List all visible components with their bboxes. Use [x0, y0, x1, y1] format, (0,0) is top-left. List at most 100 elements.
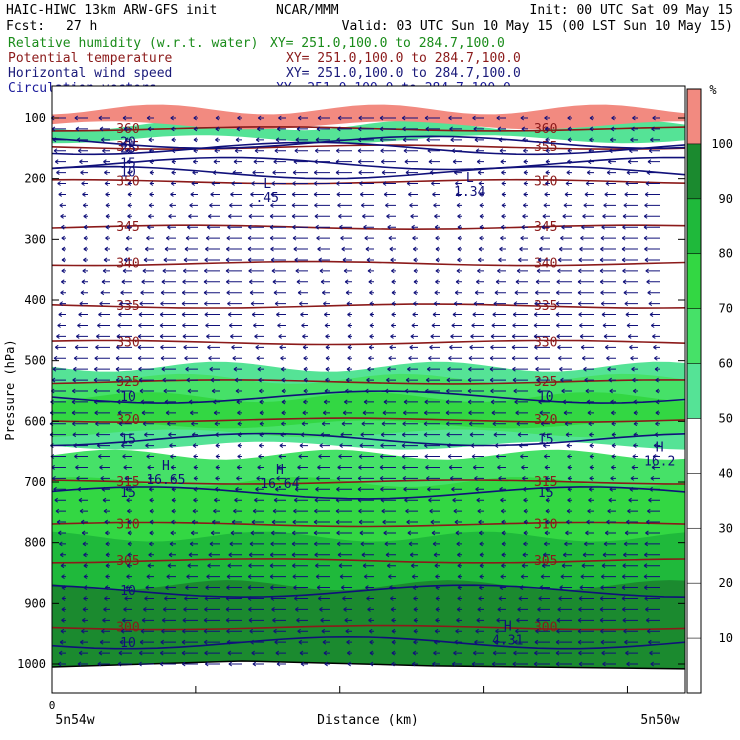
circulation-vector — [401, 454, 418, 459]
circulation-vector — [625, 519, 638, 525]
circulation-vector — [523, 519, 528, 525]
circulation-vector — [426, 366, 440, 372]
circulation-vector — [105, 541, 110, 547]
circulation-vector — [296, 475, 308, 481]
circulation-vector — [170, 454, 176, 459]
circulation-vector — [381, 421, 396, 427]
circulation-vector — [259, 410, 264, 416]
circulation-vector — [561, 563, 572, 569]
circulation-vector — [300, 432, 308, 438]
circulation-vector — [423, 410, 440, 416]
circulation-vector — [315, 224, 330, 230]
circulation-vector — [162, 268, 176, 274]
org-label: NCAR/MMM — [276, 3, 339, 18]
circulation-vector — [490, 344, 506, 350]
circulation-vector — [138, 323, 154, 328]
circulation-vector — [622, 606, 638, 612]
circulation-vector — [215, 454, 220, 459]
circulation-vector — [600, 574, 616, 580]
circulation-vector — [499, 148, 506, 154]
circulation-vector — [600, 246, 616, 252]
circulation-vector — [335, 519, 352, 525]
circulation-vector — [116, 333, 132, 339]
circulation-vector — [435, 606, 440, 612]
circulation-vector — [587, 508, 594, 514]
circulation-vector — [427, 148, 440, 154]
circulation-vector — [432, 312, 440, 317]
circulation-vector — [520, 115, 528, 121]
circulation-vector — [250, 192, 264, 197]
circulation-vector — [429, 170, 440, 176]
circulation-vector — [254, 497, 264, 503]
circulation-vector — [320, 279, 330, 285]
circulation-vector — [105, 224, 110, 230]
circulation-vector — [516, 617, 528, 623]
circulation-vector — [430, 333, 440, 339]
circulation-vector — [645, 268, 660, 274]
circulation-vector — [76, 475, 88, 481]
circulation-vector — [623, 202, 638, 208]
circulation-vector — [102, 617, 110, 623]
circulation-vector — [432, 541, 440, 547]
circulation-vector — [405, 508, 418, 514]
circulation-vector — [93, 399, 110, 405]
circulation-vector — [122, 115, 132, 121]
circulation-vector — [479, 192, 484, 197]
circulation-vector — [555, 639, 572, 645]
circulation-vector — [413, 628, 418, 634]
circulation-vector — [54, 344, 66, 350]
circulation-vector — [99, 126, 110, 132]
circulation-vector — [105, 530, 110, 536]
circulation-vector — [623, 541, 638, 547]
circulation-vector — [336, 541, 352, 547]
x-left-location: 5n54w — [55, 713, 94, 728]
circulation-vector — [212, 399, 220, 405]
circulation-vector — [295, 268, 308, 274]
circulation-vector — [100, 475, 110, 481]
circulation-vector — [138, 377, 154, 383]
circulation-vector — [141, 617, 154, 623]
circulation-vector — [138, 312, 154, 317]
circulation-vector — [455, 181, 462, 186]
circulation-vector — [206, 224, 220, 230]
circulation-vector — [625, 312, 638, 317]
circulation-vector — [498, 596, 506, 601]
circulation-vector — [142, 268, 154, 274]
circulation-vector — [293, 246, 308, 252]
circulation-vector — [343, 399, 352, 405]
circulation-vector — [369, 650, 374, 656]
circulation-vector — [457, 574, 462, 580]
circulation-vector — [293, 508, 308, 514]
circulation-vector — [105, 202, 110, 208]
circulation-vector — [123, 126, 132, 132]
circulation-vector — [516, 421, 528, 427]
wind-contour-label: 15 — [538, 486, 554, 501]
circulation-vector — [434, 290, 440, 296]
circulation-vector — [435, 617, 440, 623]
circulation-vector — [501, 170, 506, 176]
circulation-vector — [567, 148, 572, 154]
circulation-vector — [539, 410, 550, 416]
circulation-vector — [453, 508, 462, 514]
circulation-vector — [537, 388, 550, 394]
circulation-vector — [276, 661, 286, 667]
circulation-vector — [336, 486, 352, 492]
circulation-vector — [534, 639, 550, 645]
circulation-vector — [544, 126, 550, 132]
circulation-vector — [181, 301, 198, 307]
circulation-vector — [95, 344, 110, 350]
circulation-vector — [599, 617, 616, 623]
circulation-vector — [478, 246, 484, 252]
circulation-vector — [148, 552, 154, 558]
circulation-vector — [259, 399, 264, 405]
circulation-vector — [496, 617, 506, 623]
circulation-vector — [250, 639, 264, 645]
circulation-vector — [644, 192, 660, 197]
circulation-vector — [183, 606, 198, 612]
circulation-vector — [237, 115, 242, 121]
circulation-vector — [314, 552, 330, 558]
circulation-vector — [342, 410, 352, 416]
circulation-vector — [295, 137, 308, 143]
circulation-vector — [54, 497, 66, 503]
theta-contour-label: 320 — [116, 413, 139, 428]
